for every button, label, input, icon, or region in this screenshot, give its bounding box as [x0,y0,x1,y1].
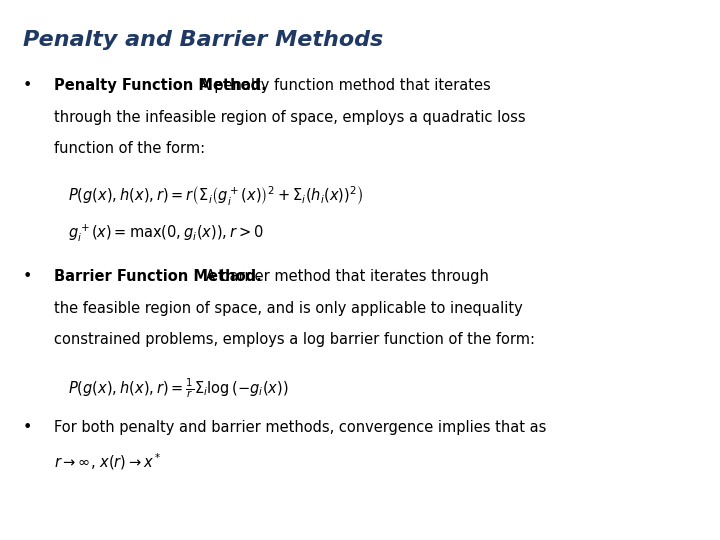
Text: function of the form:: function of the form: [54,141,205,156]
Text: $r \to \infty$, $x(r) \to x^*$: $r \to \infty$, $x(r) \to x^*$ [54,451,162,472]
Text: Penalty and Barrier Methods: Penalty and Barrier Methods [23,30,383,50]
Text: •: • [23,420,32,435]
Text: •: • [23,269,32,285]
Text: Penalty Function Method.: Penalty Function Method. [54,78,266,93]
Text: •: • [23,78,32,93]
Text: constrained problems, employs a log barrier function of the form:: constrained problems, employs a log barr… [54,332,535,347]
Text: A penalty function method that iterates: A penalty function method that iterates [195,78,491,93]
Text: through the infeasible region of space, employs a quadratic loss: through the infeasible region of space, … [54,110,526,125]
Text: $P(g(x), h(x), r) = r\left(\Sigma_i\left(g_i^+(x)\right)^2 + \Sigma_i(h_i(x))^2\: $P(g(x), h(x), r) = r\left(\Sigma_i\left… [68,185,364,208]
Text: A barrier method that iterates through: A barrier method that iterates through [201,269,489,285]
Text: For both penalty and barrier methods, convergence implies that as: For both penalty and barrier methods, co… [54,420,546,435]
Text: $P(g(x), h(x), r) = \frac{1}{r}\Sigma_i \log\left(-g_i(x)\right)$: $P(g(x), h(x), r) = \frac{1}{r}\Sigma_i … [68,376,289,400]
Text: $g_i^+(x) = \max\left(0, g_i(x)\right), r > 0$: $g_i^+(x) = \max\left(0, g_i(x)\right), … [68,222,264,244]
Text: Barrier Function Method.: Barrier Function Method. [54,269,262,285]
Text: the feasible region of space, and is only applicable to inequality: the feasible region of space, and is onl… [54,301,523,316]
